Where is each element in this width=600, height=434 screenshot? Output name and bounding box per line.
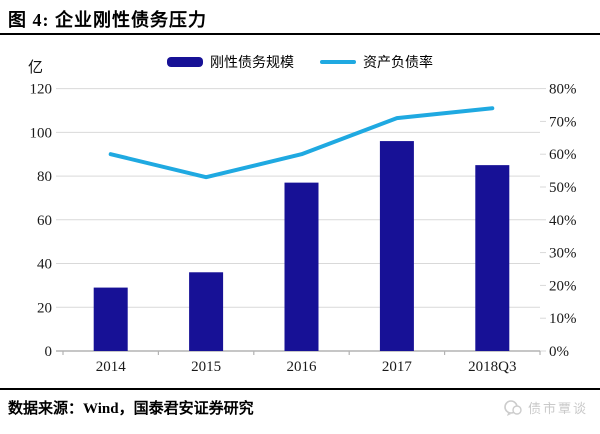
x-axis-category-label: 2018Q3 [468,359,516,375]
bar-2014 [93,287,128,351]
right-axis-tick-label: 60% [549,147,577,163]
bar-series-swatch-icon [167,57,203,67]
legend-item-line-series: 资产负债率 [320,52,433,72]
chart-canvas: 0 20 40 60 80 100 120 0% 10% 20% 30% 40% 50% 60% 70% 80… [30,82,577,375]
right-axis-tick-label: 30% [549,246,577,262]
left-axis-tick-label: 100 [30,125,53,141]
right-axis-tick-label: 0% [549,344,569,360]
bar-2018Q3 [475,165,510,351]
bar-2016 [284,182,319,351]
chart-area: 0 20 40 60 80 100 120 0% 10% 20% 30% 40% 50% 60% 70% 80… [0,72,600,377]
bar-2017 [379,141,414,351]
bar-2015 [189,272,224,351]
x-axis-category-label: 2014 [96,359,127,375]
right-axis-tick-label: 20% [549,278,577,294]
line-series [108,106,495,180]
watermark-text: 债市覃谈 [527,401,588,416]
left-axis-tick-label: 120 [30,82,53,98]
watermark: 债市覃谈 [503,398,588,417]
left-axis-tick-label: 20 [37,300,52,316]
legend-label-line-series: 资产负债率 [363,56,433,71]
legend-item-bar-series: 刚性债务规模 [167,52,294,72]
right-axis-tick-label: 50% [549,180,577,196]
right-axis-tick-label: 10% [549,311,577,327]
x-axis-category-label: 2017 [382,359,413,375]
right-axis-tick-label: 80% [549,82,577,98]
right-axis-tick-label: 70% [549,114,577,130]
left-axis-tick-label: 0 [45,344,53,360]
legend-label-bar-series: 刚性债务规模 [210,56,294,71]
watermark-logo-icon [504,399,522,416]
figure-title: 图 4: 企业刚性债务压力 [8,10,207,30]
left-axis-tick-label: 40 [37,257,52,273]
x-axis-category-label: 2015 [191,359,221,375]
title-divider [0,33,600,35]
data-source-note: 数据来源：Wind，国泰君安证券研究 [8,401,254,417]
left-axis-tick-label: 60 [37,213,52,229]
footer-divider [0,388,600,390]
left-axis-unit-label: 亿 [28,60,44,76]
right-axis-tick-label: 40% [549,213,577,229]
line-series-swatch-icon [320,60,356,64]
chart-legend: 刚性债务规模 资产负债率 [0,52,600,72]
x-axis-category-label: 2016 [287,359,318,375]
left-axis-tick-label: 80 [37,169,52,185]
